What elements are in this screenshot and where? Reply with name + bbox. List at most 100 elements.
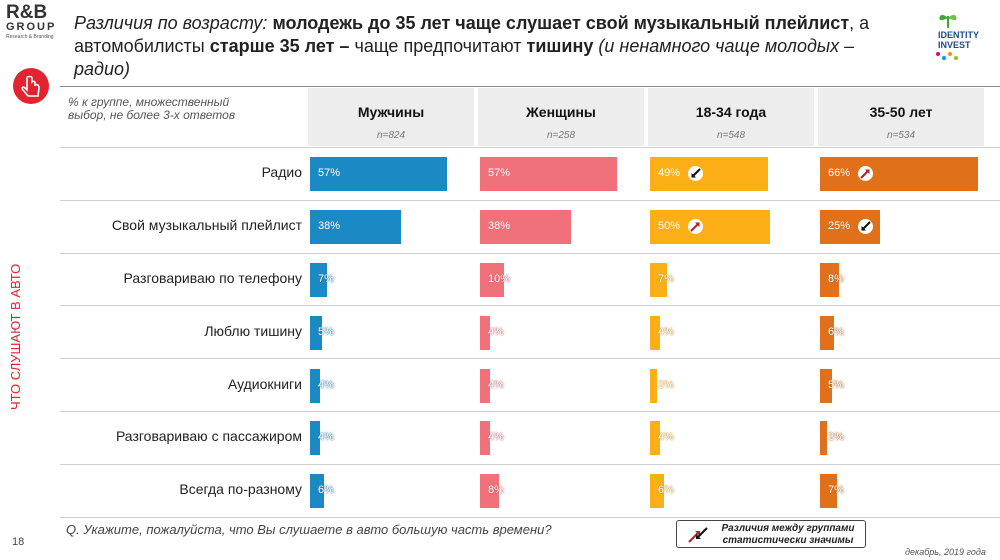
bar-value-label: 38% (318, 220, 341, 233)
bar (480, 315, 490, 350)
row-divider (60, 358, 1000, 360)
column-title: 35-50 лет (869, 104, 933, 120)
bar (310, 368, 320, 403)
identity-invest-logo: IDENTITY INVEST (930, 8, 992, 66)
bar-value-label: 7% (658, 273, 674, 285)
logo-brand: R&B (6, 2, 48, 23)
row-divider (60, 463, 1000, 465)
row-divider (60, 199, 1000, 201)
title-lead: Различия по возрасту: (74, 13, 268, 33)
legend-note: Различия между группами статистически зн… (721, 523, 855, 546)
column-title: 18-34 года (695, 104, 767, 120)
bar (820, 157, 979, 192)
bar (310, 210, 402, 245)
bar (310, 315, 322, 350)
bar-value-label: 4% (318, 378, 334, 391)
title-bold-1: молодежь до 35 лет чаще слушает свой муз… (272, 13, 850, 33)
logo-group: GROUP (6, 21, 57, 33)
page-title: Различия по возрасту: молодежь до 35 лет… (74, 12, 914, 81)
bar-value-label: 49% (658, 167, 681, 180)
rb-group-logo: R&B GROUP Research & Branding (6, 2, 60, 40)
bar-value-label: 6% (828, 325, 844, 338)
bar (480, 210, 572, 245)
bar (650, 210, 770, 245)
chart-note: % к группе, множественный выбор, не боле… (68, 96, 248, 122)
bar (820, 474, 837, 509)
significance-legend: Различия между группами статистически зн… (676, 520, 866, 548)
sample-size: n=534 (886, 130, 916, 141)
column-title: Мужчины (357, 104, 425, 120)
column-header: 35-50 лет n=534 (818, 88, 984, 146)
partner-logo-line1: IDENTITY (938, 30, 980, 40)
sample-size: n=824 (376, 130, 406, 141)
bar (820, 368, 832, 403)
bar-value-label: 4% (488, 325, 504, 338)
bar-value-label: 57% (318, 167, 341, 180)
bar (820, 263, 840, 297)
row-divider (60, 305, 1000, 307)
row-divider (60, 147, 1000, 148)
bar (480, 157, 617, 192)
bar (650, 368, 658, 403)
page-number: 18 (12, 536, 25, 548)
sprout-icon (936, 14, 958, 60)
column-header: Мужчины n=824 (308, 88, 474, 146)
bar-value-label: 4% (658, 431, 674, 444)
bar-value-label: 10% (488, 273, 511, 285)
row-label: Люблю тишину (204, 322, 302, 339)
bar (820, 421, 828, 456)
row-label: Радио (261, 164, 302, 181)
row-divider (60, 516, 1000, 518)
header-divider (60, 86, 1000, 87)
bar (650, 421, 660, 456)
arrow-up-significant-icon (858, 166, 873, 182)
bar (310, 157, 447, 192)
arrow-up-significant-icon (688, 219, 703, 235)
title-plain-1: , а автомобилисты (74, 13, 870, 56)
bar (480, 263, 504, 297)
bar (480, 368, 490, 403)
title-bold-3: тишину (526, 36, 594, 56)
bar-value-label: 4% (488, 378, 504, 391)
arrow-down-significant-icon (858, 219, 873, 235)
partner-logo-line2: INVEST (938, 40, 971, 50)
bar-value-label: 7% (828, 484, 844, 497)
row-divider (60, 252, 1000, 254)
chart-note-text: % к группе, множественный выбор, не боле… (68, 95, 236, 122)
significance-arrows-icon (688, 527, 708, 543)
bar (650, 474, 665, 509)
bar-value-label: 38% (488, 220, 511, 233)
bar-value-label: 6% (658, 484, 674, 497)
survey-question: Q. Укажите, пожалуйста, что Вы слушаете … (66, 522, 552, 537)
bar-value-label: 4% (318, 431, 334, 444)
arrow-down-significant-icon (688, 166, 703, 182)
logo-tagline: Research & Branding (6, 34, 54, 40)
column-header: Женщины n=258 (478, 88, 644, 146)
bar-value-label: 25% (828, 220, 851, 233)
bar (650, 157, 768, 192)
sample-size: n=548 (716, 130, 746, 141)
bar-value-label: 4% (658, 325, 674, 338)
bar-value-label: 7% (318, 273, 334, 285)
bar-value-label: 6% (318, 484, 334, 497)
title-plain-2: чаще предпочитают (354, 36, 522, 56)
bar (650, 315, 660, 350)
bar-value-label: 4% (488, 431, 504, 444)
row-label: Разговариваю с пассажиром (115, 428, 302, 445)
bar-value-label: 8% (828, 273, 844, 285)
row-label: Аудиокниги (227, 375, 302, 392)
bar (310, 474, 325, 509)
bar (480, 474, 500, 509)
bar-value-label: 8% (488, 484, 504, 497)
row-divider (60, 411, 1000, 412)
bar-value-label: 5% (318, 325, 334, 338)
title-italic-2: (и ненамного чаще молодых – радио) (74, 36, 855, 79)
report-date: декабрь, 2019 года (905, 547, 986, 557)
bar (310, 263, 327, 297)
section-label: ЧТО СЛУШАЮТ В АВТО (8, 263, 23, 410)
bar (480, 421, 490, 456)
bar-value-label: 66% (828, 167, 851, 180)
bar (310, 421, 320, 456)
bar (650, 263, 667, 297)
column-title: Женщины (526, 104, 596, 120)
